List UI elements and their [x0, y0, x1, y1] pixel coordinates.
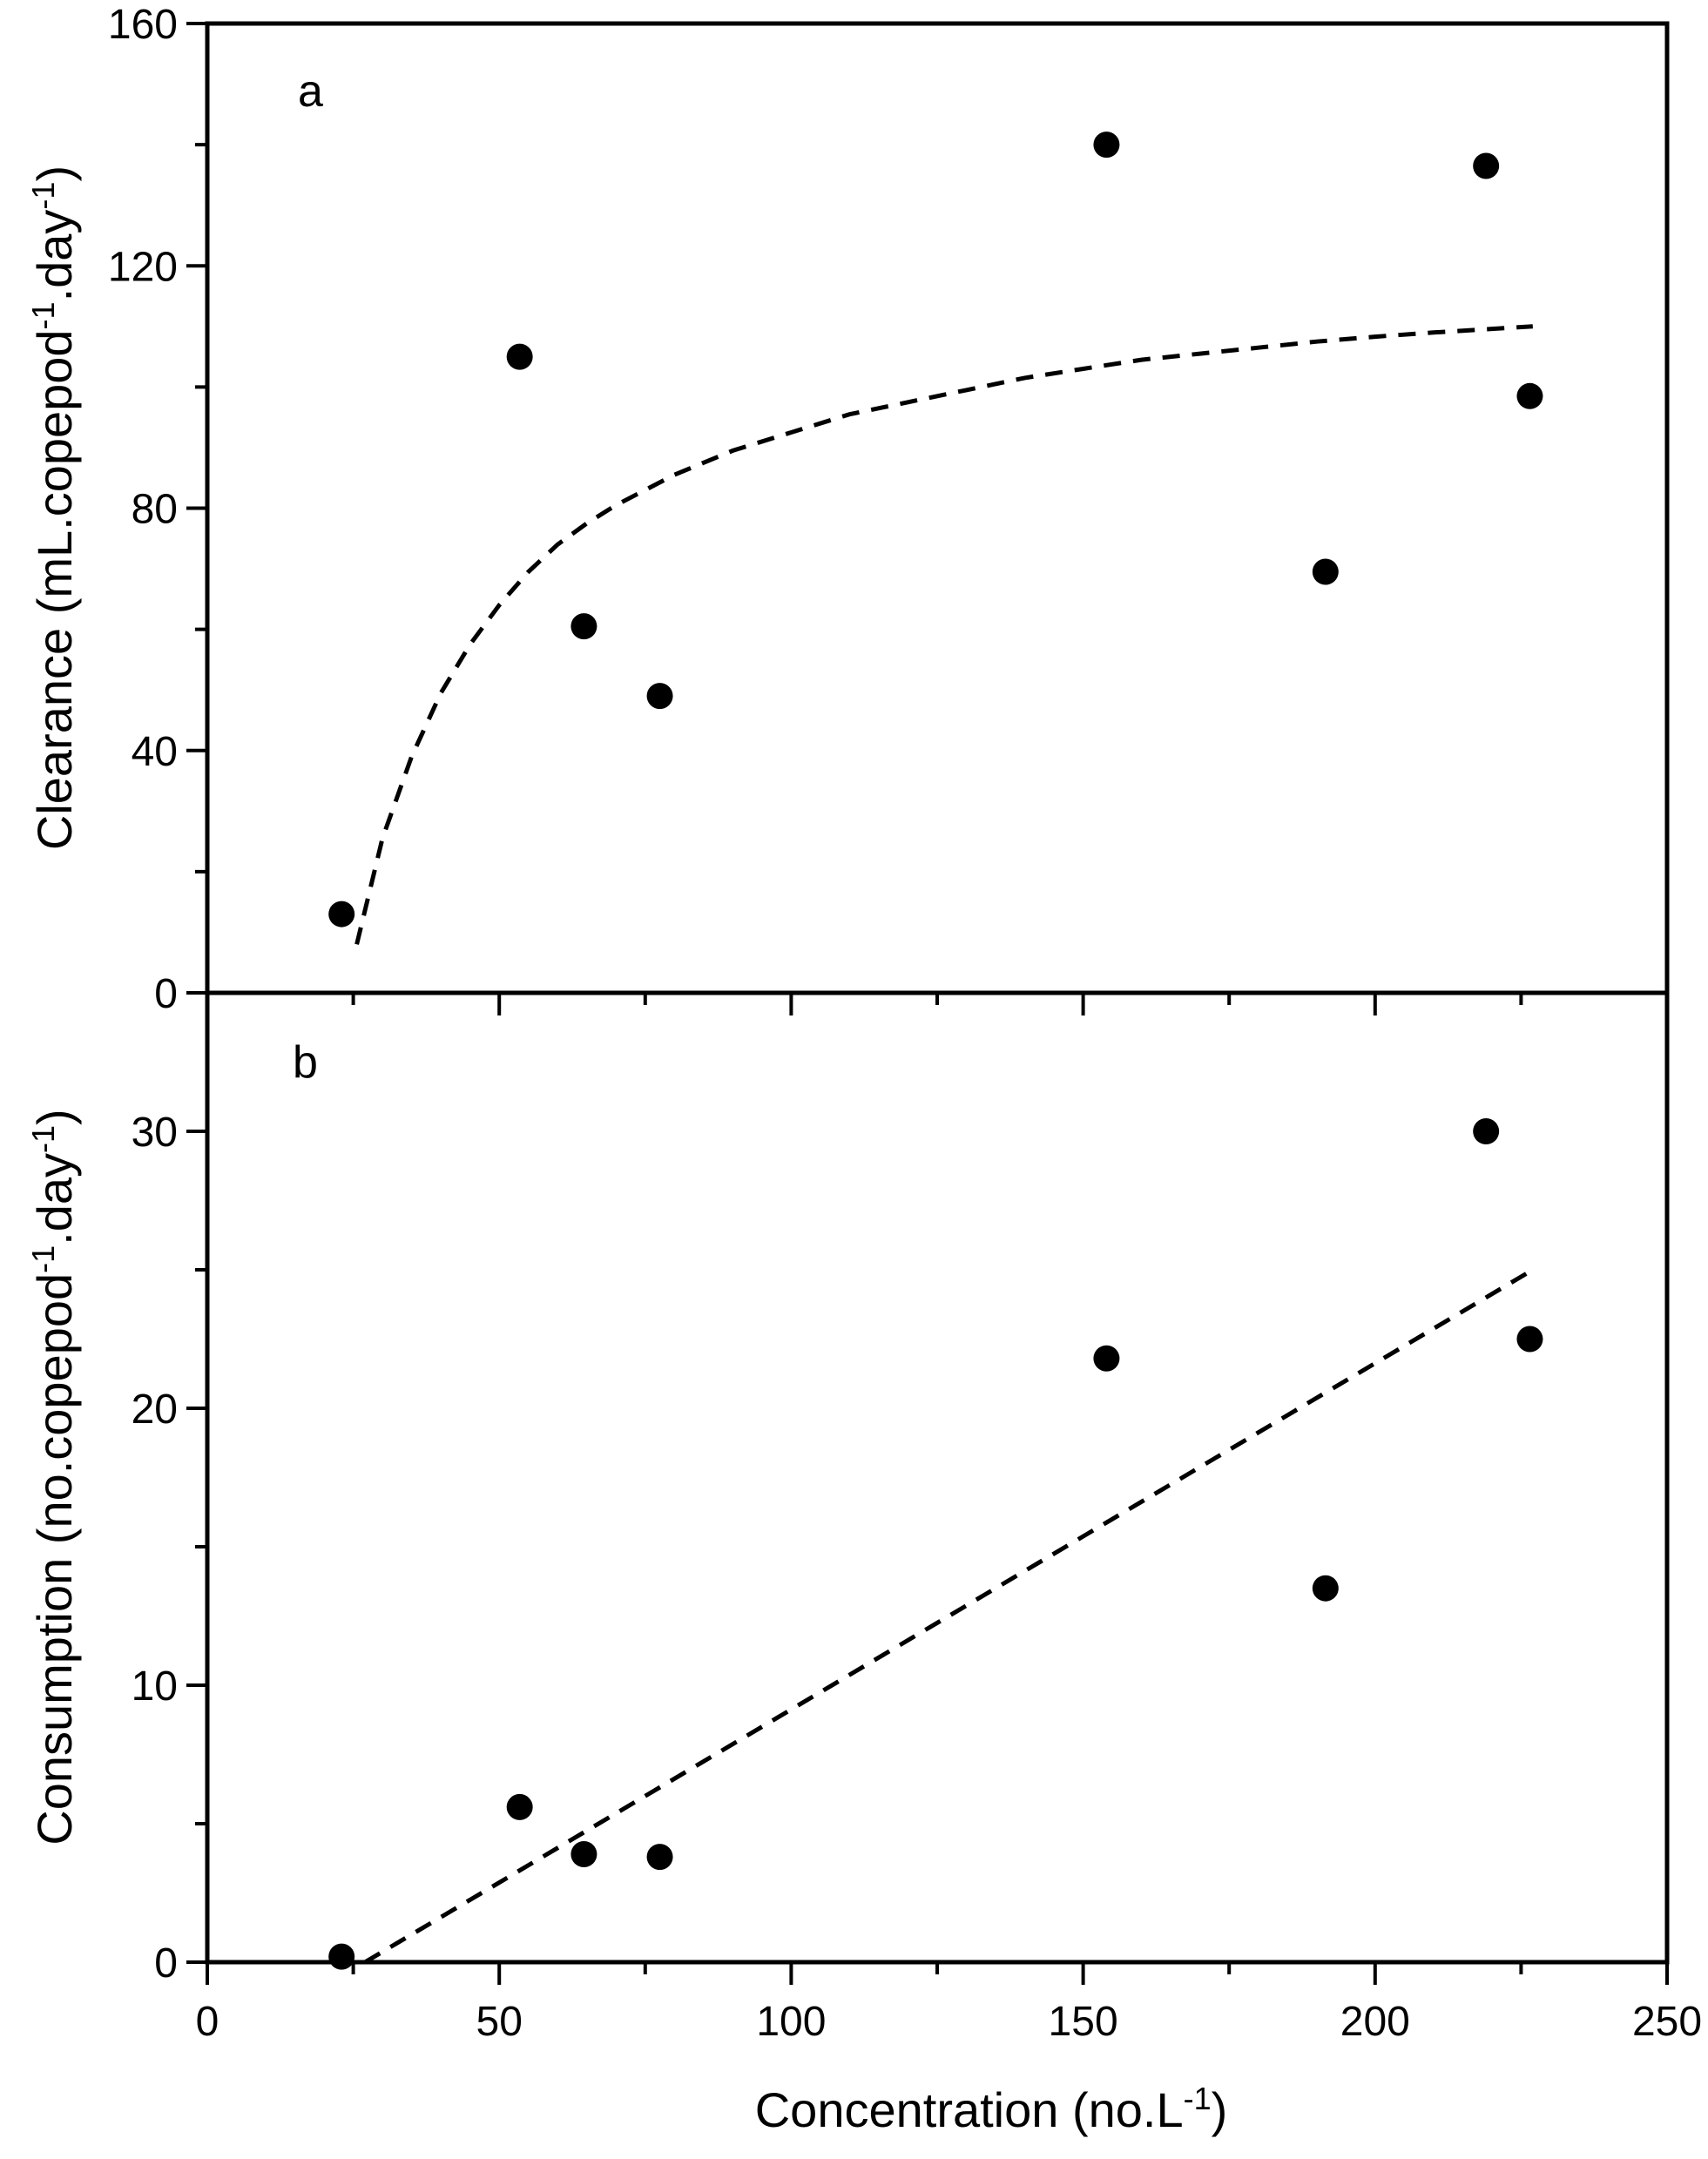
panel-a-letter: a — [298, 66, 323, 117]
y-tick-label: 30 — [132, 1110, 178, 1156]
panel-a: 0 40 80 120 160 a Clearance (mL.copepod-1.da… — [25, 2, 1670, 1017]
y-tick-label: 160 — [108, 2, 178, 48]
data-point — [506, 1793, 533, 1820]
panel-b: 0 10 20 30 0 50 100 150 200 250 b Consumption (n… — [25, 990, 1702, 2137]
panel-b-letter: b — [293, 1037, 318, 1088]
panel-a-fit-curve — [354, 324, 1533, 945]
x-tick-label: 0 — [196, 1999, 219, 2045]
data-point — [1516, 1326, 1543, 1353]
y-tick-label: 80 — [132, 487, 178, 533]
data-point — [328, 901, 355, 928]
panel-a-x-ticks — [206, 993, 1669, 1015]
panel-a-ylabel: Clearance (mL.copepod-1.day-1) — [25, 165, 82, 850]
x-tick-label: 250 — [1632, 1999, 1702, 2045]
data-point — [1473, 1118, 1500, 1144]
data-point — [1312, 558, 1339, 585]
x-tick-label: 200 — [1340, 1999, 1410, 2045]
x-tick-label: 50 — [476, 1999, 523, 2045]
panel-b-fit-line — [363, 1267, 1535, 1965]
y-tick-label: 40 — [132, 729, 178, 775]
y-tick-label: 120 — [108, 244, 178, 290]
panel-b-y-ticks: 0 10 20 30 — [132, 1110, 207, 1987]
panel-b-x-ticks: 0 50 100 150 200 250 — [196, 1962, 1702, 2045]
panel-b-points — [328, 1118, 1543, 1970]
panel-a-y-ticks: 0 40 80 120 160 — [108, 2, 207, 1017]
data-point — [1093, 1345, 1120, 1372]
x-tick-label: 150 — [1049, 1999, 1118, 2045]
data-point — [570, 613, 597, 640]
panel-a-frame — [205, 21, 1670, 995]
data-point — [1312, 1575, 1339, 1602]
panel-b-frame — [205, 990, 1670, 1965]
data-point — [646, 683, 673, 710]
y-tick-label: 10 — [132, 1663, 178, 1710]
data-point — [506, 343, 533, 370]
y-tick-label: 0 — [154, 971, 178, 1017]
x-tick-label: 100 — [756, 1999, 826, 2045]
data-point — [646, 1844, 673, 1871]
panel-b-ylabel: Consumption (no.copepod-1.day-1) — [25, 1109, 82, 1845]
data-point — [1516, 382, 1543, 409]
data-point — [570, 1840, 597, 1867]
data-point — [328, 1943, 355, 1970]
fit-line — [363, 1267, 1535, 1965]
x-axis-title: Concentration (no.L-1) — [755, 2081, 1228, 2137]
y-tick-label: 20 — [132, 1386, 178, 1433]
fit-line — [354, 324, 1533, 945]
data-point — [1093, 132, 1120, 159]
panel-a-points — [328, 132, 1543, 928]
data-point — [1473, 152, 1500, 179]
y-tick-label: 0 — [154, 1940, 178, 1987]
